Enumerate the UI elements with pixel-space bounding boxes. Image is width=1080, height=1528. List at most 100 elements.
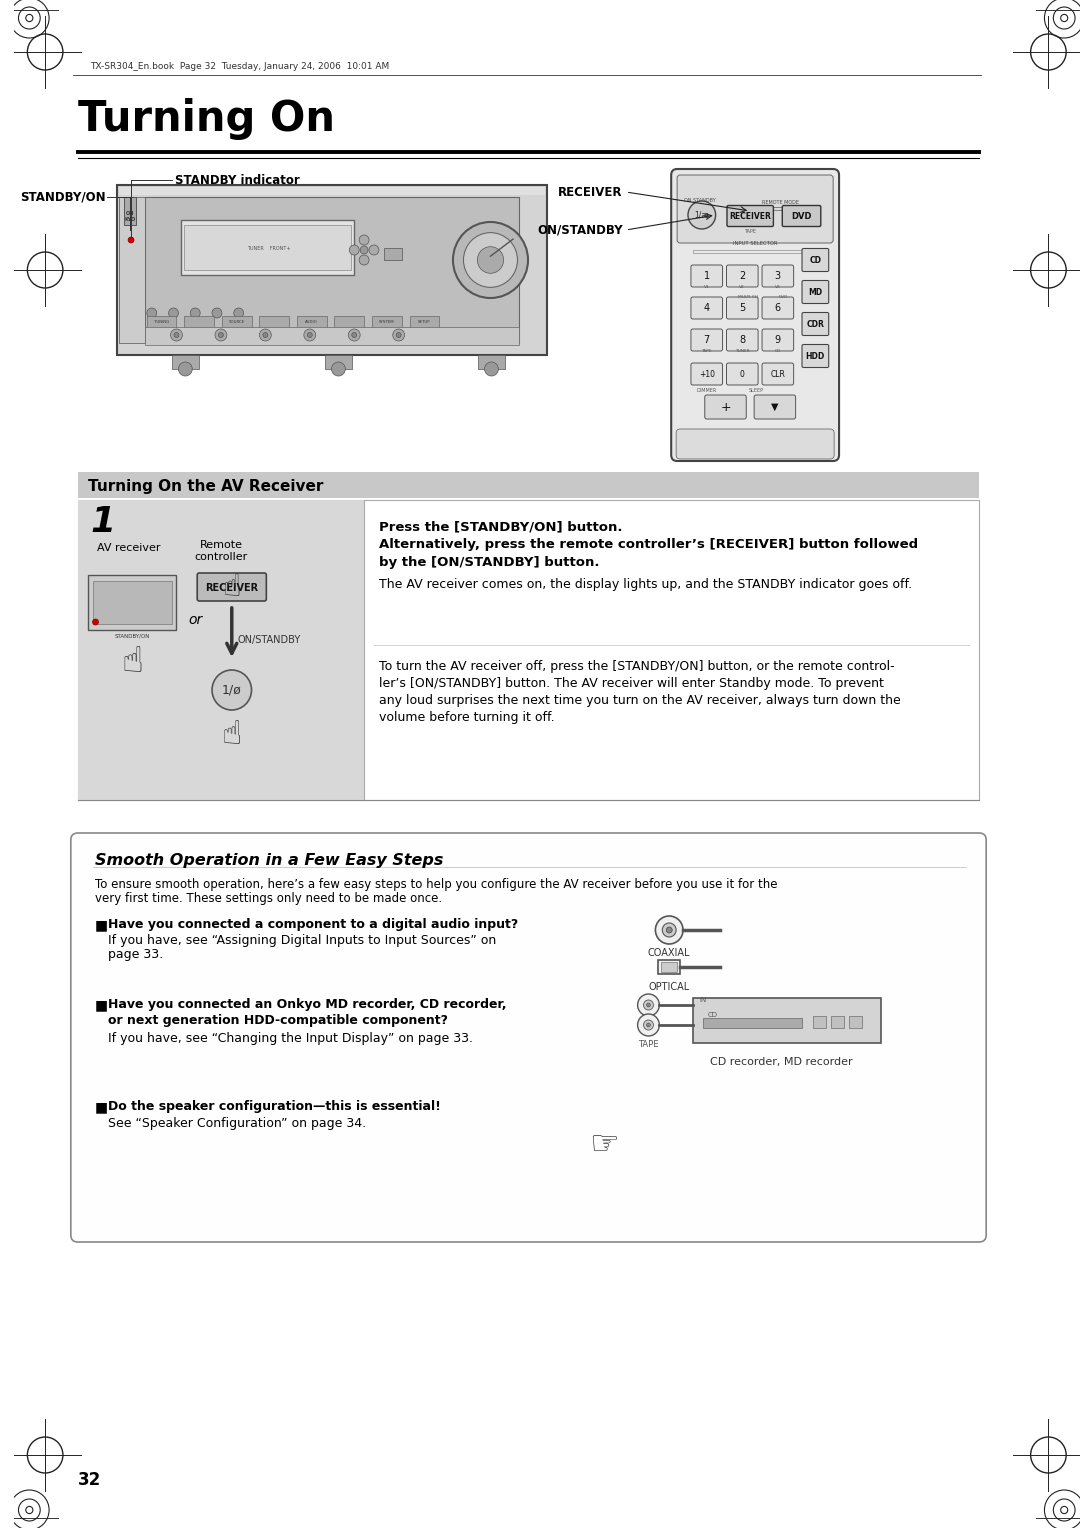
FancyBboxPatch shape [762, 296, 794, 319]
Text: ☝: ☝ [221, 718, 242, 750]
FancyBboxPatch shape [691, 364, 723, 385]
Text: SYSTEM: SYSTEM [379, 319, 394, 324]
Text: ■: ■ [95, 918, 108, 932]
Bar [693, 998, 880, 1044]
FancyBboxPatch shape [727, 329, 758, 351]
Circle shape [218, 333, 224, 338]
Text: Smooth Operation in a Few Easy Steps: Smooth Operation in a Few Easy Steps [95, 853, 443, 868]
Text: page 33.: page 33. [108, 947, 163, 961]
Circle shape [666, 927, 672, 934]
Text: Have you connected a component to a digital audio input?: Have you connected a component to a digi… [108, 918, 518, 931]
FancyBboxPatch shape [677, 176, 833, 243]
Circle shape [360, 235, 369, 244]
Circle shape [369, 244, 379, 255]
Text: ON/STANDBY: ON/STANDBY [238, 636, 301, 645]
Text: volume before turning it off.: volume before turning it off. [379, 711, 554, 724]
Text: 9: 9 [774, 335, 781, 345]
Text: RECEIVER: RECEIVER [205, 584, 258, 593]
Circle shape [259, 329, 271, 341]
Circle shape [637, 1015, 660, 1036]
Text: ON STANDBY: ON STANDBY [684, 197, 716, 203]
Text: 0: 0 [740, 370, 745, 379]
FancyBboxPatch shape [802, 249, 828, 272]
Circle shape [647, 1002, 650, 1007]
FancyBboxPatch shape [676, 429, 834, 458]
Bar [754, 206, 809, 209]
Text: 6: 6 [774, 303, 781, 313]
Text: TUNER: TUNER [734, 348, 750, 353]
Text: ▼: ▼ [771, 402, 779, 413]
Text: 5: 5 [739, 303, 745, 313]
Bar [383, 248, 402, 260]
Bar [659, 960, 680, 973]
Circle shape [147, 309, 157, 318]
Text: CD: CD [809, 255, 822, 264]
Text: V3: V3 [775, 286, 781, 289]
Text: 1: 1 [91, 504, 116, 539]
Bar [119, 197, 145, 342]
Circle shape [396, 333, 401, 338]
Text: COAXIAL: COAXIAL [648, 947, 690, 958]
Text: ON/STANDBY: ON/STANDBY [537, 223, 623, 237]
Text: STANDBY/ON: STANDBY/ON [114, 634, 150, 639]
Text: OPTICAL: OPTICAL [649, 983, 690, 992]
Text: very first time. These settings only need to be made once.: very first time. These settings only nee… [95, 892, 442, 905]
Text: 1: 1 [704, 270, 710, 281]
Text: CD recorder, MD recorder: CD recorder, MD recorder [711, 1057, 853, 1067]
Circle shape [93, 619, 98, 625]
Text: MULTI CH: MULTI CH [738, 295, 758, 299]
Circle shape [178, 362, 192, 376]
Bar [78, 500, 364, 801]
Bar [477, 354, 505, 368]
Circle shape [637, 995, 660, 1016]
Text: See “Speaker Configuration” on page 34.: See “Speaker Configuration” on page 34. [108, 1117, 366, 1131]
Circle shape [453, 222, 528, 298]
Text: SOURCE: SOURCE [229, 319, 245, 324]
FancyBboxPatch shape [691, 329, 723, 351]
Text: IN: IN [699, 996, 706, 1002]
Circle shape [477, 246, 503, 274]
Circle shape [332, 362, 346, 376]
Bar [87, 575, 176, 630]
Text: any loud surprises the next time you turn on the AV receiver, always turn down t: any loud surprises the next time you tur… [379, 694, 901, 707]
Bar [325, 354, 352, 368]
Text: TX-SR304_En.book  Page 32  Tuesday, January 24, 2006  10:01 AM: TX-SR304_En.book Page 32 Tuesday, Januar… [90, 61, 389, 70]
Bar [172, 354, 199, 368]
Text: ☞: ☞ [589, 1129, 619, 1161]
FancyBboxPatch shape [782, 205, 821, 226]
Circle shape [262, 333, 268, 338]
Text: If you have, see “Changing the Input Display” on page 33.: If you have, see “Changing the Input Dis… [108, 1031, 473, 1045]
Text: HDD: HDD [806, 351, 825, 361]
FancyBboxPatch shape [727, 296, 758, 319]
Text: CD: CD [774, 348, 781, 353]
Text: SLEEP: SLEEP [748, 388, 764, 393]
Bar [259, 316, 289, 329]
Text: or: or [188, 613, 203, 626]
Text: DVD: DVD [779, 295, 788, 299]
Circle shape [303, 329, 315, 341]
Bar [118, 185, 546, 354]
Text: Do the speaker configuration—this is essential!: Do the speaker configuration—this is ess… [108, 1100, 442, 1112]
Circle shape [348, 329, 360, 341]
Bar [409, 316, 440, 329]
Bar [372, 316, 402, 329]
Text: TUNER    FRONT+: TUNER FRONT+ [246, 246, 291, 251]
Text: Turning On: Turning On [78, 98, 335, 141]
Text: To turn the AV receiver off, press the [STANDBY/ON] button, or the remote contro: To turn the AV receiver off, press the [… [379, 660, 894, 672]
Bar [147, 316, 176, 329]
Text: To ensure smooth operation, here’s a few easy steps to help you configure the AV: To ensure smooth operation, here’s a few… [95, 879, 777, 891]
Text: controller: controller [194, 552, 247, 562]
Text: V2: V2 [740, 286, 745, 289]
Text: STANDBY/ON: STANDBY/ON [19, 191, 106, 203]
Bar [145, 327, 519, 345]
Circle shape [360, 246, 368, 254]
Circle shape [212, 669, 252, 711]
Text: 1/ø: 1/ø [221, 683, 242, 697]
Text: 4: 4 [704, 303, 710, 313]
Text: REMOTE MODE: REMOTE MODE [762, 200, 799, 205]
Circle shape [644, 999, 653, 1010]
Text: Alternatively, press the remote controller’s [RECEIVER] button followed: Alternatively, press the remote controll… [379, 538, 918, 552]
Bar [124, 197, 136, 225]
Text: The AV receiver comes on, the display lights up, and the STANDBY indicator goes : The AV receiver comes on, the display li… [379, 578, 912, 591]
Bar [181, 220, 354, 275]
